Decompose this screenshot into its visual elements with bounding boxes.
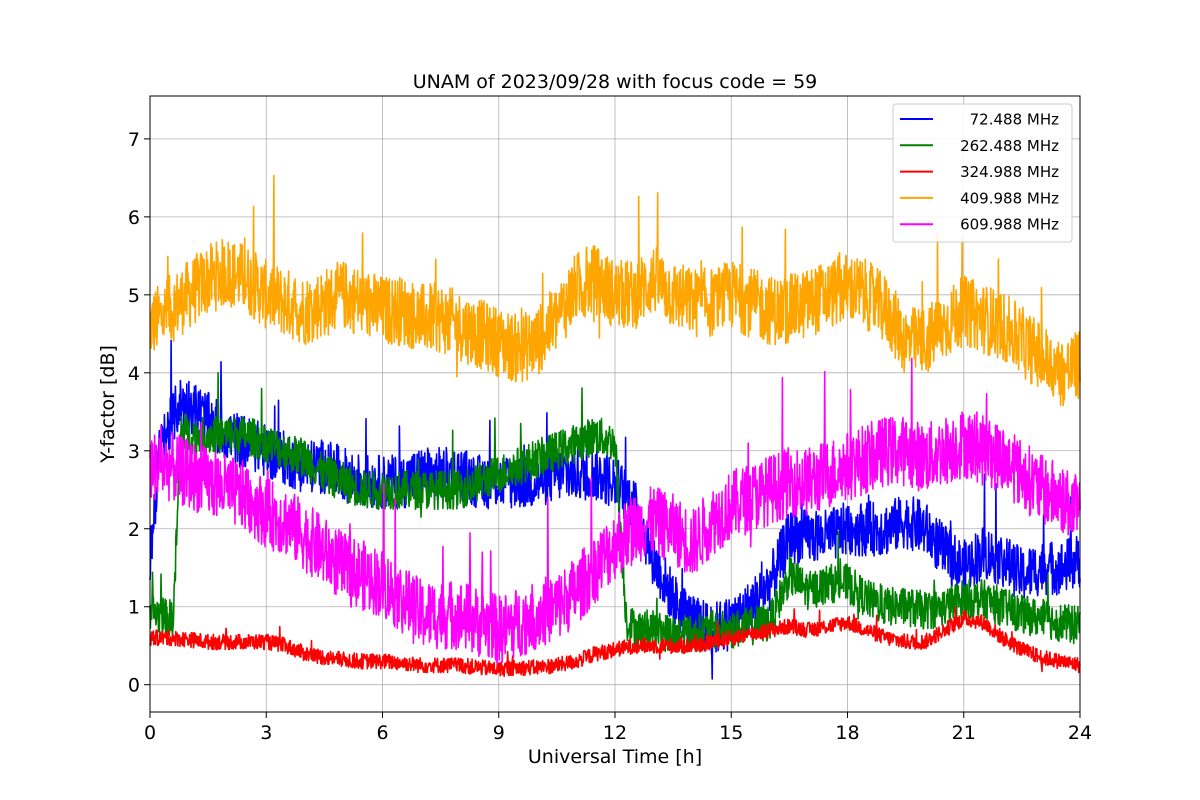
x-tick-label: 12 — [603, 722, 627, 744]
x-axis-label: Universal Time [h] — [528, 746, 702, 768]
legend-entry-label: 324.988 MHz — [960, 163, 1059, 181]
x-tick-label: 15 — [719, 722, 743, 744]
series-line — [149, 371, 1081, 655]
legend-entry-label: 262.488 MHz — [960, 137, 1059, 155]
x-tick-label: 18 — [835, 722, 859, 744]
legend-entry-label: 72.488 MHz — [970, 111, 1059, 129]
x-tick-label: 6 — [376, 722, 388, 744]
y-tick-label: 4 — [128, 363, 140, 385]
legend: 72.488 MHz 262.488 MHz 324.988 MHz 409.988 … — [892, 103, 1073, 243]
x-axis-ticks: 0 3 6 9 12 15 18 21 24 — [144, 712, 1092, 744]
chart-title: UNAM of 2023/09/28 with focus code = 59 — [413, 71, 818, 93]
x-tick-label: 9 — [493, 722, 505, 744]
y-axis-ticks: 0 1 2 3 4 5 6 7 — [128, 129, 150, 697]
legend-entry-label: 409.988 MHz — [960, 189, 1059, 207]
series-line — [149, 606, 1081, 678]
series-line — [149, 357, 1081, 664]
legend-entry-label: 609.988 MHz — [960, 216, 1059, 234]
x-tick-label: 21 — [952, 722, 976, 744]
legend-box — [892, 103, 1073, 243]
series-line — [149, 174, 1081, 407]
x-tick-label: 0 — [144, 722, 156, 744]
y-tick-label: 6 — [128, 207, 140, 229]
y-tick-label: 0 — [128, 675, 140, 697]
series-layer — [149, 174, 1081, 680]
y-tick-label: 5 — [128, 285, 140, 307]
y-tick-label: 2 — [128, 519, 140, 541]
y-tick-label: 7 — [128, 129, 140, 151]
x-tick-label: 3 — [260, 722, 272, 744]
y-tick-label: 3 — [128, 441, 140, 463]
x-tick-label: 24 — [1068, 722, 1092, 744]
y-tick-label: 1 — [128, 597, 140, 619]
y-axis-label: Y-factor [dB] — [97, 345, 119, 464]
